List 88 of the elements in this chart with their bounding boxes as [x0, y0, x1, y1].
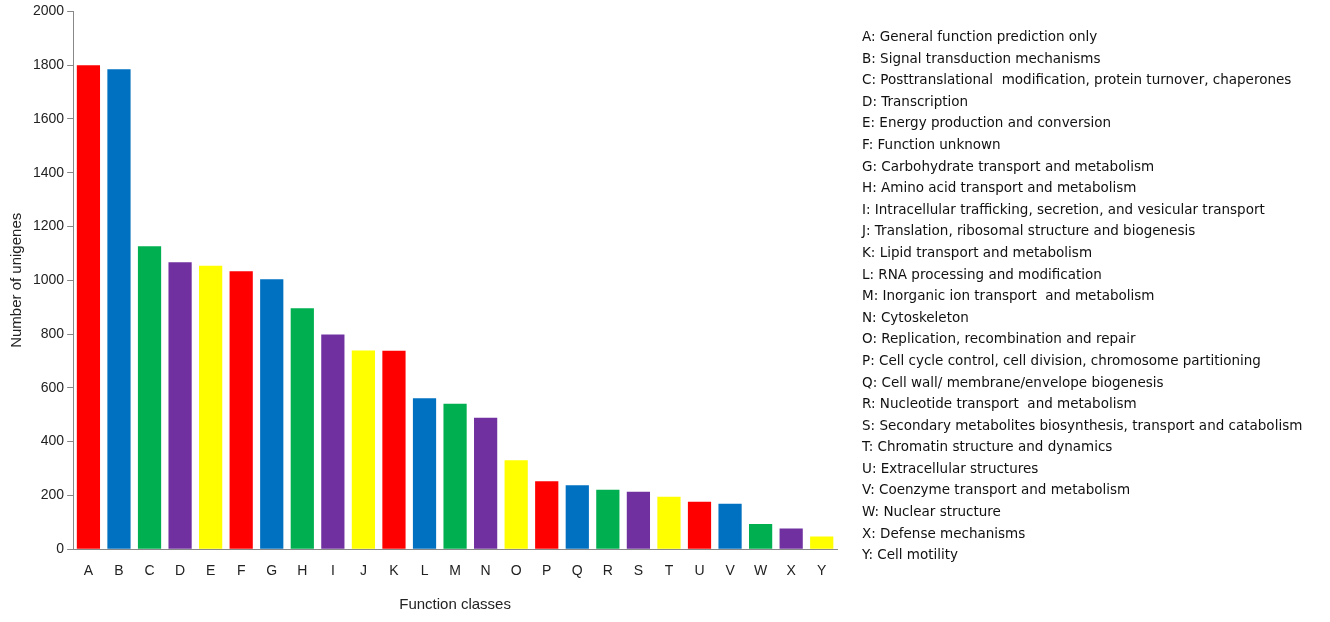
y-tick-label: 200	[40, 486, 65, 503]
bar	[137, 246, 162, 549]
text: A: General function prediction only	[862, 27, 1099, 46]
y-tick-label: 800	[40, 324, 65, 341]
text: T: Chromatin structure and dynamics	[862, 437, 1114, 457]
bar	[321, 334, 345, 549]
bar	[351, 350, 376, 549]
x-tick-label: D	[175, 562, 186, 579]
y-tick-label: 1800	[32, 56, 65, 73]
text: W: Nuclear structure	[862, 502, 1002, 522]
x-tick-label: S	[633, 562, 644, 579]
text: O: Replication, recombination and repair	[862, 329, 1137, 349]
text: Q: Cell wall/ membrane/envelope biogenesis	[862, 372, 1165, 392]
x-tick-label: N	[480, 562, 491, 579]
x-tick-label: T	[664, 562, 674, 579]
bar	[718, 503, 742, 549]
y-tick-label: 1400	[32, 163, 65, 180]
bar	[535, 481, 559, 549]
text: X: Defense mechanisms	[862, 523, 1027, 543]
x-tick-label: P	[542, 562, 552, 579]
text: K: Lipid transport and metabolism	[862, 242, 1094, 262]
text: J: Translation, ribosomal structure and biogenesis	[862, 221, 1197, 241]
bar	[412, 398, 437, 549]
bar	[382, 350, 406, 549]
x-tick-label: C	[144, 562, 155, 579]
bar	[199, 265, 223, 549]
bar	[565, 485, 589, 549]
text: Y: Cell motility	[862, 545, 960, 565]
y-tick-label: 0	[56, 540, 65, 557]
text: V: Coenzyme transport and metabolism	[862, 480, 1132, 500]
x-tick-label: B	[114, 562, 124, 579]
y-tick-label: 2000	[32, 2, 65, 19]
text: F: Function unknown	[862, 134, 1002, 154]
bar	[107, 69, 131, 549]
text: L: RNA processing and modification	[862, 264, 1103, 284]
x-tick-label: G	[266, 562, 278, 579]
x-tick-label: J	[359, 562, 367, 579]
x-tick-label: A	[83, 562, 94, 579]
bar	[76, 65, 101, 549]
x-tick-label: U	[694, 562, 705, 579]
text: G: Carbohydrate transport and metabolism	[862, 156, 1156, 176]
bar	[687, 501, 712, 549]
text: M: Inorganic ion transport and metabolism	[862, 286, 1156, 306]
bar	[626, 491, 651, 549]
y-tick-label: 1000	[32, 271, 65, 288]
x-tick-label: I	[330, 562, 335, 579]
text: P: Cell cycle control, cell division, chromosome partitioning	[862, 350, 1262, 370]
bar	[260, 279, 284, 549]
text: C: Posttranslational modification, protein turnover, chaperones	[862, 70, 1293, 90]
y-tick-label: 600	[40, 378, 65, 395]
x-tick-label: F	[236, 562, 246, 579]
text: N: Cytoskeleton	[862, 307, 970, 327]
bar	[290, 308, 314, 549]
bar	[657, 496, 681, 549]
bar	[443, 403, 467, 549]
bar	[168, 262, 192, 549]
x-tick-label: O	[510, 562, 522, 579]
x-tick-label: Y	[817, 562, 828, 579]
x-tick-label: E	[205, 562, 216, 579]
x-tick-label: K	[389, 562, 400, 579]
y-axis-title: Number of unigenes	[7, 212, 25, 348]
bar	[596, 489, 620, 549]
bar	[504, 460, 528, 549]
bar	[779, 528, 803, 549]
bar	[810, 536, 834, 549]
x-tick-label: W	[754, 562, 769, 579]
text: S: Secondary metabolites biosynthesis, transport and catabolism	[862, 415, 1303, 435]
x-tick-label: M	[449, 562, 461, 579]
y-tick-label: 1600	[32, 109, 65, 126]
x-axis-title: Function classes	[399, 595, 511, 613]
text: D: Transcription	[862, 91, 970, 111]
x-tick-label: Q	[571, 562, 583, 579]
text: U: Extracellular structures	[862, 458, 1040, 478]
bar	[749, 523, 773, 549]
y-tick-label: 1200	[32, 217, 65, 234]
x-tick-label: V	[725, 562, 736, 579]
x-tick-label: L	[420, 562, 429, 579]
x-tick-label: H	[297, 562, 308, 579]
x-tick-label: X	[786, 562, 797, 579]
text: R: Nucleotide transport and metabolism	[862, 394, 1138, 414]
y-tick-label: 400	[40, 432, 65, 449]
bar	[474, 417, 498, 549]
bar	[229, 271, 253, 549]
x-tick-label: R	[602, 562, 613, 579]
text: I: Intracellular trafficking, secretion, and vesicular transport	[862, 199, 1266, 219]
text: B: Signal transduction mechanisms	[862, 48, 1102, 68]
text: E: Energy production and conversion	[862, 113, 1113, 133]
text: H: Amino acid transport and metabolism	[862, 178, 1138, 198]
